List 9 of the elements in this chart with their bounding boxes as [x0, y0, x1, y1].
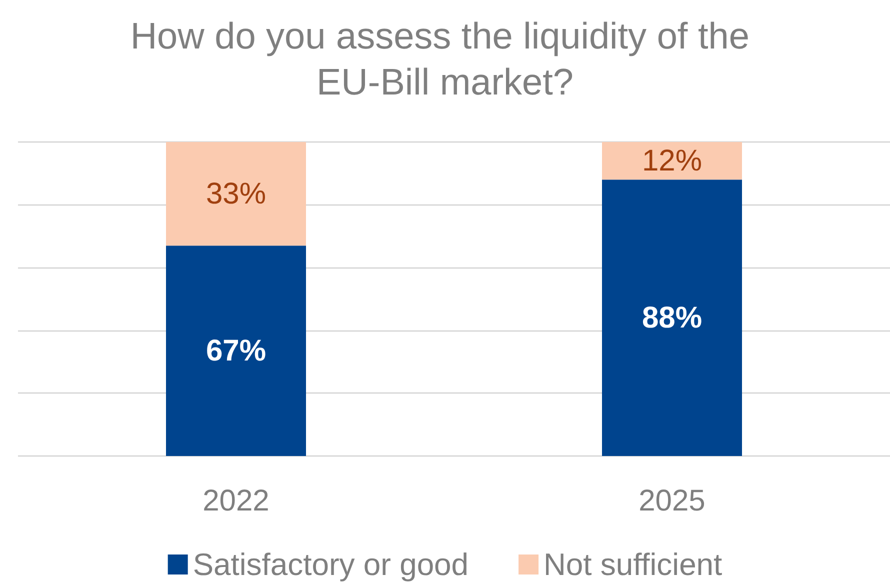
legend-label: Satisfactory or good: [192, 547, 469, 582]
data-label: 12%: [642, 144, 702, 178]
data-label: 33%: [206, 177, 266, 210]
x-tick-label: 2022: [202, 484, 270, 518]
data-label: 67%: [206, 334, 266, 368]
legend-label: Not sufficient: [544, 547, 723, 582]
x-tick-label: 2025: [638, 484, 706, 518]
data-label: 88%: [642, 301, 702, 334]
chart-title: How do you assess the liquidity of the EU-Bill market?: [130, 16, 760, 102]
